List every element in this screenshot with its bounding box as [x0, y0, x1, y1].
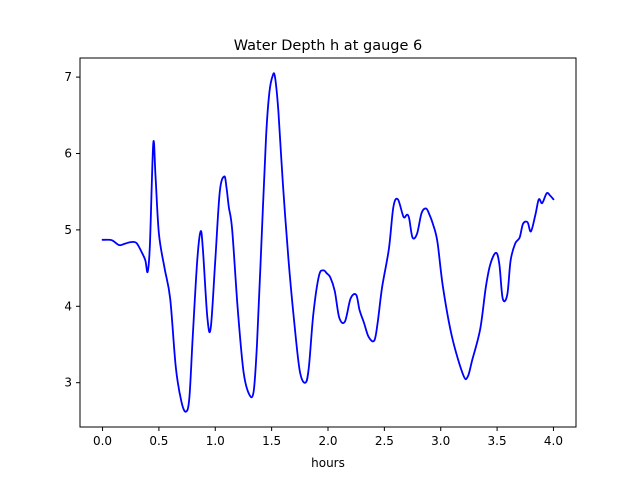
- y-tick-label: 5: [64, 223, 72, 237]
- x-tick-label: 4.0: [544, 434, 563, 448]
- x-tick-label: 1.0: [206, 434, 225, 448]
- x-tick-label: 1.5: [262, 434, 281, 448]
- x-axis: 0.0 0.5 1.0 1.5 2.0 2.5 3.0 3.5 4.0: [93, 427, 563, 448]
- x-axis-label: hours: [311, 456, 345, 470]
- x-tick-label: 3.5: [488, 434, 507, 448]
- plot-frame: [79, 57, 577, 428]
- x-tick-label: 2.5: [375, 434, 394, 448]
- chart-title: Water Depth h at gauge 6: [234, 38, 422, 54]
- y-tick-label: 7: [64, 70, 72, 84]
- x-tick-label: 0.5: [149, 434, 168, 448]
- y-tick-label: 3: [64, 376, 72, 390]
- y-axis: 3 4 5 6 7: [64, 70, 80, 390]
- series-line: [101, 72, 555, 413]
- y-tick-label: 6: [64, 146, 72, 160]
- x-tick-label: 3.0: [431, 434, 450, 448]
- x-tick-label: 0.0: [93, 434, 112, 448]
- plot-area: [79, 57, 577, 428]
- y-tick-label: 4: [64, 299, 72, 313]
- x-tick-label: 2.0: [318, 434, 337, 448]
